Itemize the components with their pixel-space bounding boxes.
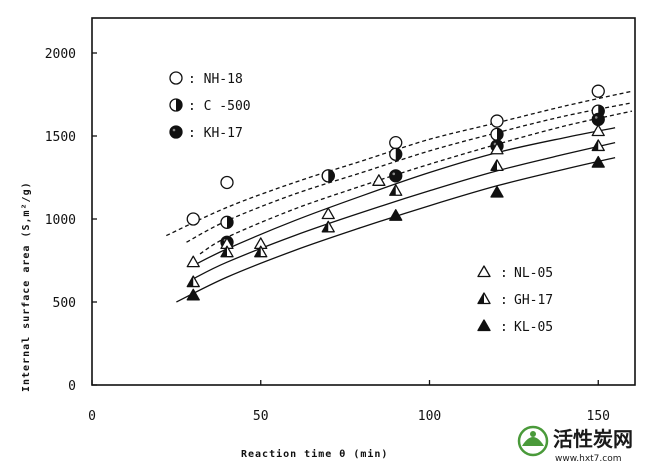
legend-marker-nl-05 (477, 265, 491, 278)
fit-curve-c-500 (186, 102, 633, 243)
data-point-kh-17 (591, 112, 605, 127)
data-point-gh-17 (321, 220, 335, 233)
data-point-kh-17 (389, 169, 403, 183)
watermark-logo (517, 425, 549, 457)
data-point-nl-05 (372, 174, 386, 186)
data-point-nl-05 (321, 207, 335, 220)
y-tick-label: 1000 (45, 213, 76, 228)
data-point-nl-05 (490, 142, 504, 155)
legend-lower: : NL-05: GH-17: KL-05 (477, 265, 553, 335)
data-point-nl-05 (591, 124, 605, 137)
data-point-nh-18 (389, 135, 403, 150)
data-point-kl-05 (591, 155, 605, 168)
x-tick-label: 100 (418, 409, 441, 424)
watermark-name: 活性炭网 (553, 427, 633, 451)
x-axis-label: Reaction time θ (min) (241, 448, 388, 460)
fit-curve-kh-17 (199, 110, 633, 255)
fit-curve-gh-17 (193, 141, 616, 280)
legend-label-gh-17: GH-17 (514, 293, 553, 308)
legend-label-nl-05: NL-05 (514, 266, 553, 281)
y-axis-label: Internal surface area (S,m²/g) (21, 181, 32, 392)
legend-colon: : (500, 320, 508, 335)
data-point-nh-18 (591, 84, 605, 98)
legend-marker-gh-17 (477, 292, 491, 305)
legend-label-kh-17: : KH-17 (188, 126, 243, 141)
data-point-c-500 (490, 127, 504, 141)
plot-frame (91, 17, 636, 386)
legend-upper: : NH-18 : C -500 : KH-17 (169, 71, 251, 141)
legend-marker-kl-05 (477, 319, 491, 332)
data-point-c-500 (220, 215, 234, 229)
legend-marker-c-500 (169, 98, 183, 112)
legend-label-kl-05: KL-05 (514, 320, 553, 335)
data-point-c-500 (389, 147, 403, 161)
fit-curve-nl-05 (193, 127, 616, 267)
data-points (186, 84, 605, 301)
legend-marker-nh-18 (169, 71, 183, 85)
data-point-c-500 (321, 169, 335, 183)
data-point-nh-18 (490, 114, 504, 128)
data-point-gh-17 (186, 275, 200, 288)
data-point-kl-05 (389, 209, 403, 221)
data-point-nh-18 (220, 175, 234, 190)
legend-marker-kh-17 (169, 125, 183, 139)
data-point-gh-17 (389, 184, 403, 196)
y-tick-label: 0 (68, 379, 76, 394)
data-point-gh-17 (490, 159, 504, 172)
data-point-gh-17 (591, 139, 605, 152)
data-point-kl-05 (490, 185, 504, 198)
legend-label-nh-18: : NH-18 (188, 72, 243, 87)
x-tick-label: 0 (88, 409, 96, 424)
data-point-kl-05 (186, 288, 200, 301)
data-point-gh-17 (220, 245, 234, 258)
data-point-nh-18 (186, 212, 200, 226)
x-tick-label: 50 (253, 409, 269, 424)
y-tick-label: 500 (53, 296, 76, 311)
x-tick-label: 150 (587, 409, 610, 424)
y-tick-label: 1500 (45, 130, 76, 145)
legend-label-c-500: : C -500 (188, 99, 251, 114)
y-tick-label: 2000 (45, 47, 76, 62)
watermark: 活性炭网 www.hxt7.com (517, 425, 633, 464)
data-point-nl-05 (186, 255, 200, 268)
legend-colon: : (500, 293, 508, 308)
legend-colon: : (500, 266, 508, 281)
data-point-gh-17 (254, 245, 268, 258)
watermark-url: www.hxt7.com (555, 454, 622, 464)
